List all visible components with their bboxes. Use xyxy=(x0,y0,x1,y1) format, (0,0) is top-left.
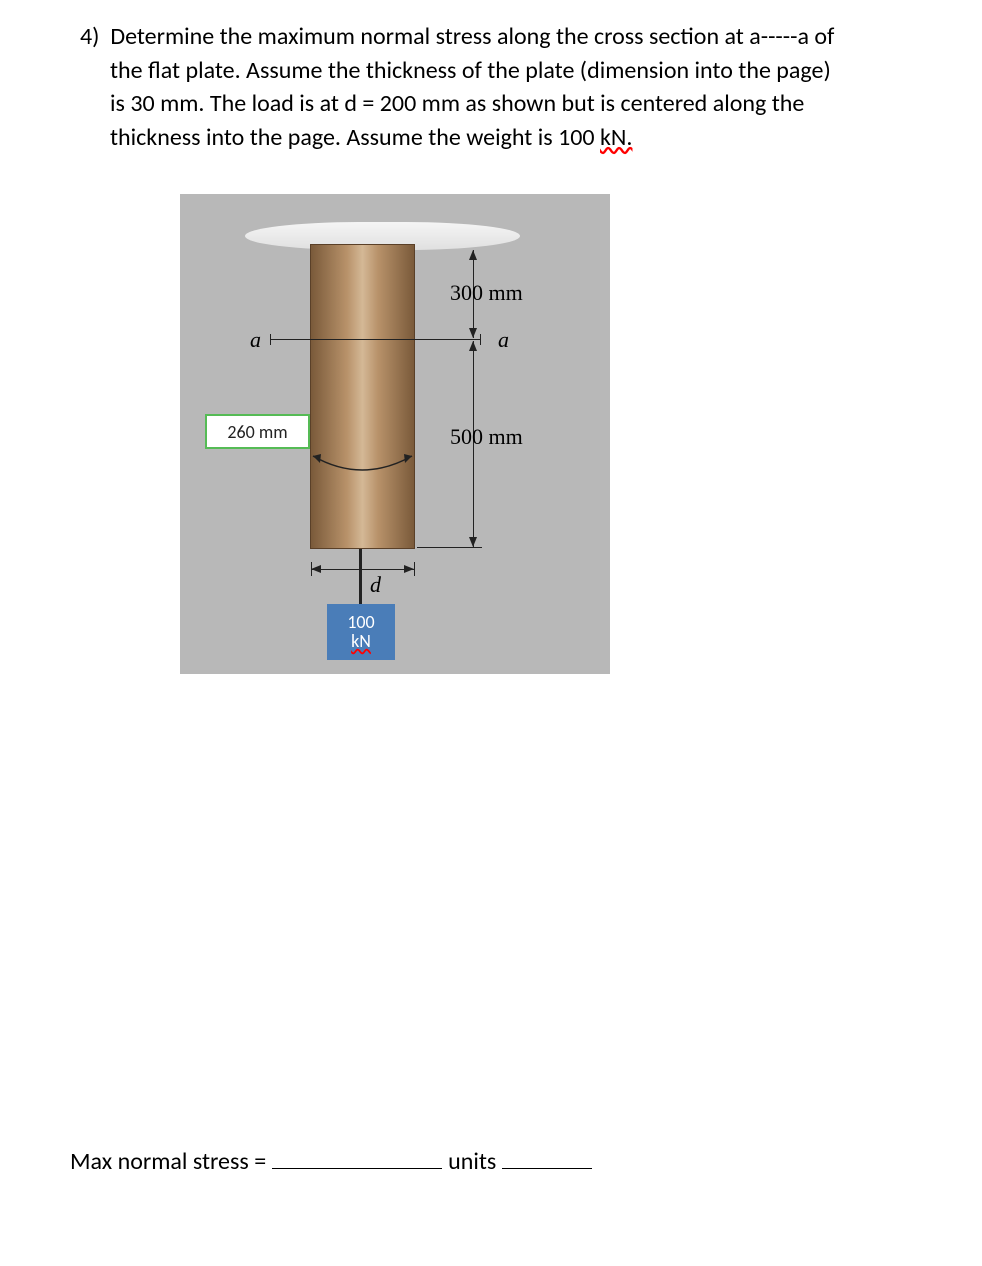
answer-units-blank[interactable] xyxy=(502,1140,592,1169)
dim-260-box: 260 mm xyxy=(205,414,310,449)
answer-label: Max normal stress = xyxy=(70,1147,266,1176)
question-block: 4) Determine the maximum normal stress a… xyxy=(80,20,932,154)
dim-260-arc xyxy=(311,454,414,474)
answer-units-label: units xyxy=(448,1147,496,1176)
load-rod xyxy=(359,549,362,604)
dim-d-tick-right xyxy=(414,562,415,576)
dim-300-label: 300 mm xyxy=(450,280,523,306)
dim-500-arrow-top xyxy=(469,341,477,351)
question-number: 4) xyxy=(80,22,99,51)
load-box: 100 kN xyxy=(327,604,395,660)
dim-d-arrow-right xyxy=(404,565,414,573)
section-label-a-right: a xyxy=(498,327,509,353)
section-line-aa xyxy=(270,339,480,340)
dim-500-arrow-bot xyxy=(469,537,477,547)
dim-d-arrow-left xyxy=(311,565,321,573)
load-units: kN xyxy=(351,632,371,652)
plate-body xyxy=(310,244,415,549)
dim-300-arrow-bot xyxy=(469,328,477,338)
q-line4a: thickness into the page. Assume the weig… xyxy=(110,123,600,152)
section-label-a-left: a xyxy=(250,327,261,353)
dim-500-tick xyxy=(417,547,482,548)
answer-row: Max normal stress = units xyxy=(70,1140,592,1176)
dim-d-label: d xyxy=(370,572,381,598)
answer-value-blank[interactable] xyxy=(272,1140,442,1169)
dim-300-arrow-top xyxy=(469,250,477,260)
q-line2: the flat plate. Assume the thickness of … xyxy=(110,56,831,85)
dim-500-label: 500 mm xyxy=(450,424,523,450)
q-line3: is 30 mm. The load is at d = 200 mm as s… xyxy=(110,89,804,118)
section-tick-right xyxy=(480,334,481,345)
q-line4b: kN. xyxy=(600,123,632,152)
q-line1: Determine the maximum normal stress alon… xyxy=(110,22,834,51)
section-tick-left xyxy=(270,334,271,345)
diagram: a a 300 mm 500 mm 260 mm d 100 kN xyxy=(180,194,610,674)
dim-d-line xyxy=(311,569,414,570)
